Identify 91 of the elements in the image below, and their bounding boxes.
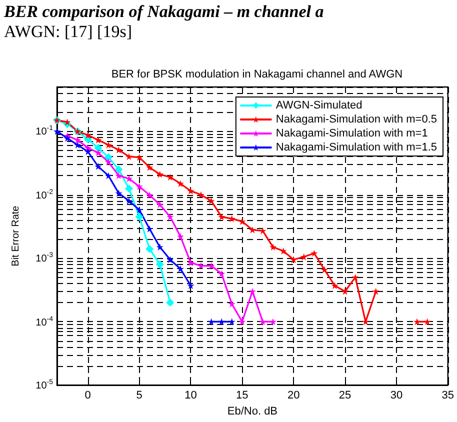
point bbox=[166, 174, 174, 181]
point bbox=[104, 141, 112, 148]
point bbox=[187, 282, 194, 290]
x-tick-label: 30 bbox=[390, 390, 403, 402]
point bbox=[115, 172, 122, 180]
text: BER comparison of Nakagami – m channel a bbox=[4, 2, 325, 22]
legend-label: AWGN-Simulated bbox=[276, 100, 362, 112]
y-tick-label: 10$^{-2}$ bbox=[36, 188, 53, 202]
point bbox=[156, 244, 164, 251]
point bbox=[94, 144, 102, 152]
y-tick-label: 10$^{-5}$ bbox=[36, 378, 53, 392]
point bbox=[84, 148, 92, 156]
point bbox=[342, 288, 349, 295]
point bbox=[320, 266, 328, 274]
point bbox=[259, 318, 266, 326]
x-tick-label: 0 bbox=[84, 390, 91, 402]
point bbox=[104, 172, 112, 180]
point bbox=[136, 206, 143, 214]
y-tick-label: 10$^{-1}$ bbox=[36, 124, 53, 139]
point bbox=[94, 149, 102, 156]
point bbox=[126, 197, 133, 204]
point bbox=[238, 218, 246, 225]
point bbox=[136, 183, 143, 190]
point bbox=[424, 318, 431, 326]
x-tick-label: 15 bbox=[236, 390, 248, 402]
point bbox=[270, 244, 277, 251]
point bbox=[115, 190, 122, 197]
point bbox=[238, 318, 246, 326]
point bbox=[156, 260, 164, 268]
point bbox=[362, 318, 370, 326]
x-tick-label: 35 bbox=[442, 390, 454, 402]
point bbox=[74, 136, 82, 144]
text: AWGN: [17] [19s] bbox=[4, 22, 133, 42]
point bbox=[146, 192, 154, 199]
point bbox=[300, 253, 308, 260]
point bbox=[94, 162, 102, 170]
point bbox=[64, 134, 71, 142]
point bbox=[126, 175, 133, 182]
point bbox=[208, 318, 215, 326]
point bbox=[94, 136, 102, 144]
point bbox=[270, 318, 277, 326]
point bbox=[125, 184, 134, 193]
point bbox=[218, 270, 226, 278]
x-axis-title: Eb/No. dB bbox=[227, 406, 278, 418]
point bbox=[248, 226, 256, 234]
point bbox=[228, 300, 236, 308]
point bbox=[146, 244, 154, 253]
point bbox=[104, 158, 112, 166]
y-tick-label: 10$^{-3}$ bbox=[36, 251, 53, 266]
point bbox=[135, 212, 144, 221]
point bbox=[352, 274, 359, 281]
x-tick-label: 20 bbox=[287, 390, 300, 402]
point bbox=[372, 288, 380, 295]
point bbox=[280, 247, 287, 254]
legend-label: Nakagami-Simulation with m=1 bbox=[276, 128, 428, 140]
point bbox=[156, 170, 164, 178]
point bbox=[176, 265, 184, 272]
point bbox=[248, 288, 256, 295]
point bbox=[84, 132, 92, 139]
point bbox=[208, 197, 215, 204]
point bbox=[176, 180, 184, 188]
point bbox=[146, 225, 154, 232]
point bbox=[310, 250, 318, 257]
x-tick-label: 25 bbox=[338, 390, 352, 402]
point bbox=[176, 233, 184, 240]
x-tick-label: 10 bbox=[184, 390, 197, 402]
y-axis-title: Bit Error Rate bbox=[10, 205, 22, 266]
point bbox=[146, 164, 154, 171]
point bbox=[104, 153, 112, 162]
point bbox=[166, 298, 174, 307]
chart-title: BER for BPSK modulation in Nakagami channel and AWGN bbox=[111, 68, 403, 80]
point bbox=[187, 187, 194, 194]
point bbox=[198, 191, 205, 198]
y-tick-label: 10$^{-4}$ bbox=[36, 314, 53, 329]
point bbox=[228, 318, 236, 326]
point bbox=[187, 259, 194, 266]
point bbox=[126, 153, 133, 160]
point bbox=[218, 213, 226, 220]
point bbox=[331, 282, 338, 290]
legend-label: Nakagami-Simulation with m=0.5 bbox=[276, 114, 438, 126]
point bbox=[166, 213, 174, 220]
point bbox=[54, 128, 60, 135]
point bbox=[414, 318, 421, 326]
point bbox=[114, 166, 123, 174]
point bbox=[166, 256, 174, 264]
point bbox=[156, 201, 164, 208]
point bbox=[74, 141, 82, 148]
x-tick-label: 5 bbox=[136, 390, 142, 402]
legend-label: Nakagami-Simulation with m=1.5 bbox=[276, 142, 438, 154]
point bbox=[115, 146, 122, 154]
point bbox=[218, 318, 226, 326]
